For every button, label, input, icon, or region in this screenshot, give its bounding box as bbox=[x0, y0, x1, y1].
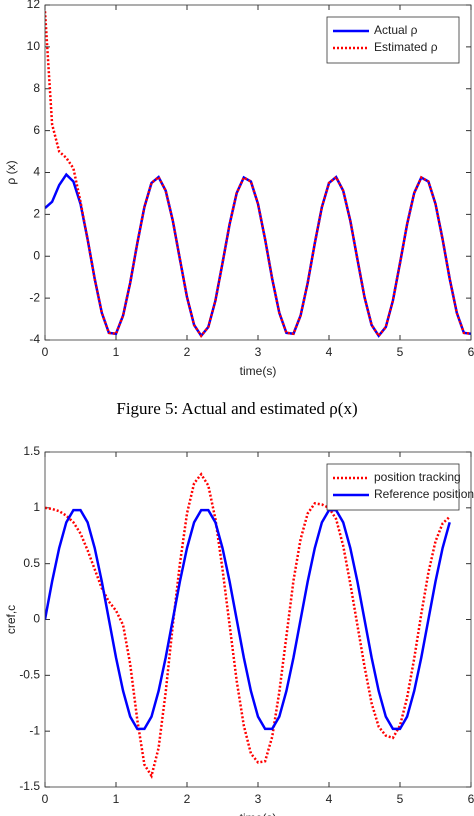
legend-label: Reference position bbox=[374, 487, 474, 501]
y-tick-label: 10 bbox=[27, 39, 41, 53]
legend-label: position tracking bbox=[374, 470, 461, 484]
x-tick-label: 6 bbox=[468, 345, 474, 359]
y-axis-label: ρ (x) bbox=[4, 160, 18, 184]
y-tick-label: 2 bbox=[33, 207, 40, 221]
y-tick-label: -1.5 bbox=[19, 779, 40, 793]
y-tick-label: 8 bbox=[33, 81, 40, 95]
x-tick-label: 5 bbox=[397, 792, 404, 806]
y-tick-label: 6 bbox=[33, 123, 40, 137]
x-tick-label: 2 bbox=[184, 345, 191, 359]
x-tick-label: 5 bbox=[397, 345, 404, 359]
x-tick-label: 2 bbox=[184, 792, 191, 806]
x-tick-label: 3 bbox=[255, 345, 262, 359]
y-tick-label: 0 bbox=[33, 612, 40, 626]
x-tick-label: 1 bbox=[113, 345, 120, 359]
x-tick-label: 3 bbox=[255, 792, 262, 806]
y-tick-label: -2 bbox=[29, 290, 40, 304]
y-tick-label: -0.5 bbox=[19, 668, 40, 682]
legend-box bbox=[326, 16, 460, 64]
x-tick-label: 4 bbox=[326, 792, 333, 806]
y-tick-label: -1 bbox=[29, 723, 40, 737]
y-tick-label: 0 bbox=[33, 248, 40, 262]
plot-frame bbox=[44, 4, 472, 341]
y-tick-label: 1.5 bbox=[23, 444, 40, 458]
x-tick-label: 6 bbox=[468, 792, 474, 806]
figure-caption: Figure 5: Actual and estimated ρ(x) bbox=[116, 399, 357, 418]
x-tick-label: 0 bbox=[42, 345, 49, 359]
y-tick-label: 0.5 bbox=[23, 556, 40, 570]
y-tick-label: 12 bbox=[27, 0, 41, 11]
plot-frame bbox=[44, 451, 472, 788]
x-axis-label: time(s) bbox=[240, 364, 277, 378]
legend-box bbox=[326, 463, 460, 511]
x-axis-label: time(s) bbox=[240, 811, 277, 816]
x-tick-label: 1 bbox=[113, 792, 120, 806]
x-tick-label: 4 bbox=[326, 345, 333, 359]
y-tick-label: -4 bbox=[29, 332, 40, 346]
y-axis-label: cref,c bbox=[4, 605, 18, 634]
series-line bbox=[45, 11, 471, 338]
series-line bbox=[45, 508, 451, 731]
series-line bbox=[45, 472, 451, 779]
y-tick-label: 1 bbox=[33, 500, 40, 514]
legend-label: Estimated ρ bbox=[374, 40, 438, 54]
y-tick-label: 4 bbox=[33, 165, 40, 179]
x-tick-label: 0 bbox=[42, 792, 49, 806]
legend-label: Actual ρ bbox=[374, 23, 418, 37]
